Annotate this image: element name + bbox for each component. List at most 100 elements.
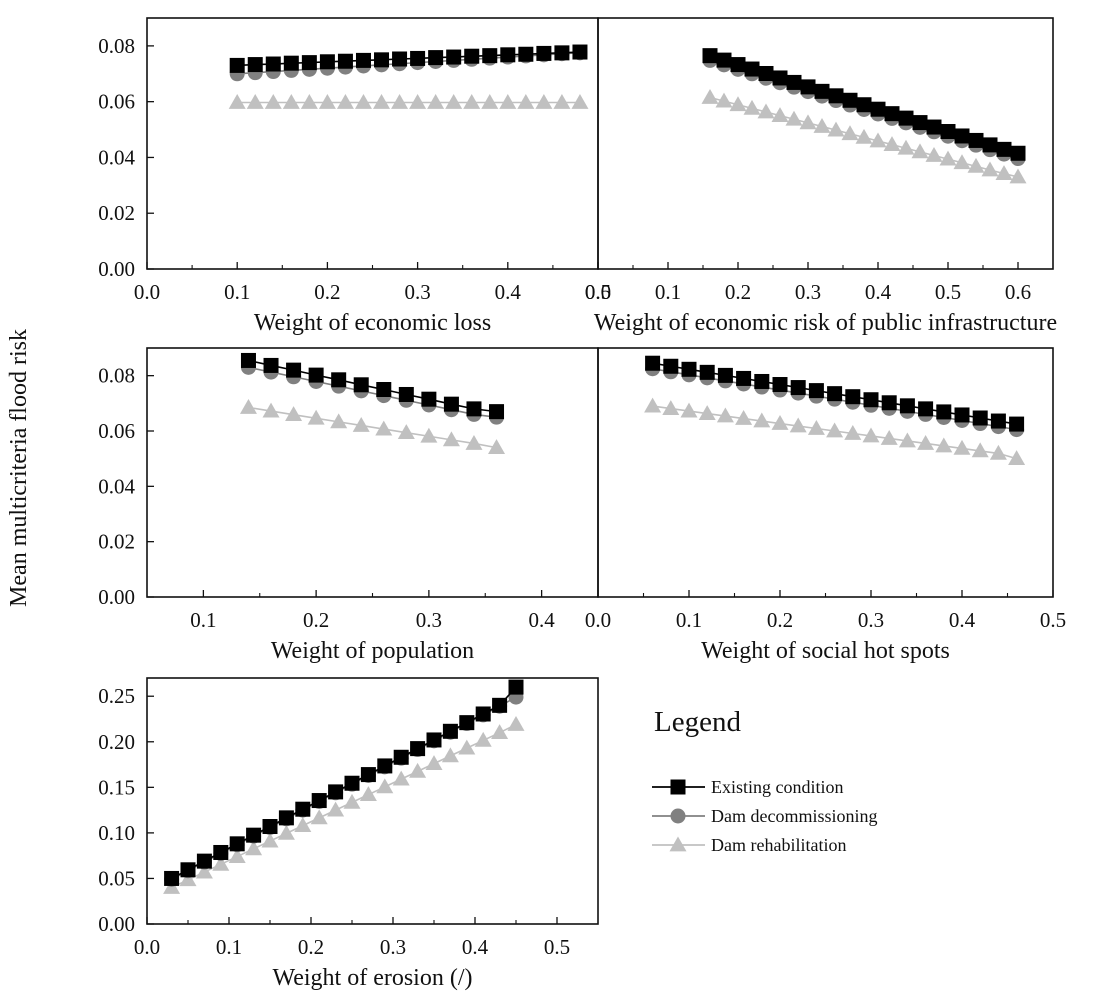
data-point-rehabilitation	[883, 136, 901, 151]
y-tick-label: 0.02	[98, 530, 135, 554]
data-point-existing	[328, 784, 344, 800]
data-point-existing	[918, 401, 934, 417]
data-point-rehabilitation	[397, 424, 415, 440]
data-point-existing	[398, 386, 414, 402]
data-point-existing	[410, 741, 426, 757]
data-point-existing	[554, 45, 570, 61]
y-tick-label: 0.04	[98, 145, 135, 169]
data-point-rehabilitation	[488, 439, 506, 454]
data-point-rehabilitation	[261, 832, 279, 848]
data-point-rehabilitation	[753, 412, 771, 428]
data-point-existing	[645, 355, 661, 371]
data-point-rehabilitation	[245, 840, 263, 856]
data-point-existing	[884, 106, 900, 122]
data-point-existing	[410, 50, 426, 66]
x-tick-label: 0.4	[865, 280, 892, 304]
plot-frame	[146, 677, 599, 925]
data-point-rehabilitation	[425, 755, 443, 771]
data-point-rehabilitation	[799, 114, 817, 130]
x-tick-label: 0.0	[134, 280, 160, 304]
data-point-rehabilitation	[701, 88, 719, 104]
data-point-rehabilitation	[911, 143, 929, 159]
data-point-rehabilitation	[897, 139, 915, 155]
data-point-existing	[536, 45, 552, 61]
data-point-existing	[446, 49, 462, 65]
data-point-existing	[814, 83, 830, 99]
data-point-rehabilitation	[716, 407, 734, 423]
data-point-existing	[845, 389, 861, 405]
data-point-existing	[681, 361, 697, 377]
data-point-existing	[699, 364, 715, 380]
legend: Legend Existing condition Dam decommissio…	[652, 706, 877, 855]
x-tick-label: 0.5	[1040, 608, 1066, 632]
data-point-existing	[374, 52, 390, 68]
data-point-rehabilitation	[855, 128, 873, 144]
data-point-rehabilitation	[285, 406, 303, 422]
x-axis-title: Weight of erosion (/)	[272, 965, 472, 991]
data-point-existing	[870, 101, 886, 117]
data-point-existing	[936, 404, 952, 420]
data-point-rehabilitation	[898, 432, 916, 448]
data-point-existing	[265, 56, 281, 72]
series-line-existing	[171, 686, 517, 880]
data-point-existing	[421, 391, 437, 407]
data-point-existing	[376, 382, 392, 397]
data-point-existing	[996, 141, 1012, 157]
data-point-existing	[1010, 145, 1026, 161]
data-point-existing	[972, 410, 988, 426]
data-point-rehabilitation	[507, 715, 525, 731]
data-point-rehabilitation	[373, 94, 391, 109]
legend-marker-rehabilitation	[669, 836, 687, 852]
data-point-rehabilitation	[375, 420, 393, 436]
data-point-rehabilitation	[807, 420, 825, 435]
data-point-existing	[308, 367, 324, 383]
data-point-rehabilitation	[491, 724, 509, 740]
data-point-existing	[246, 827, 262, 843]
data-point-rehabilitation	[517, 94, 535, 109]
data-point-rehabilitation	[282, 94, 300, 109]
data-point-existing	[331, 372, 347, 388]
data-point-existing	[426, 732, 442, 748]
data-point-rehabilitation	[391, 94, 409, 109]
legend-label-existing: Existing condition	[711, 777, 844, 797]
data-point-existing	[263, 357, 279, 373]
data-point-existing	[482, 48, 498, 64]
x-tick-label: 0.1	[224, 280, 250, 304]
data-point-rehabilitation	[680, 402, 698, 418]
data-point-existing	[863, 392, 879, 408]
data-point-rehabilitation	[971, 442, 989, 458]
data-point-rehabilitation	[336, 94, 354, 109]
legend-label-rehabilitation: Dam rehabilitation	[711, 835, 846, 855]
data-point-existing	[786, 74, 802, 90]
data-point-existing	[466, 401, 482, 417]
data-point-rehabilitation	[953, 154, 971, 170]
data-point-existing	[500, 47, 516, 63]
data-point-rehabilitation	[318, 94, 336, 109]
data-point-existing	[828, 88, 844, 104]
series-line-rehabilitation	[171, 723, 517, 889]
data-point-rehabilitation	[743, 99, 761, 115]
data-point-existing	[730, 57, 746, 73]
data-point-existing	[758, 65, 774, 81]
data-point-rehabilitation	[376, 778, 394, 794]
data-point-existing	[337, 53, 353, 69]
data-point-rehabilitation	[644, 397, 662, 413]
data-point-existing	[508, 679, 524, 695]
data-point-existing	[898, 110, 914, 126]
series-line-decommissioning	[248, 366, 497, 418]
data-point-rehabilitation	[445, 94, 463, 109]
data-point-rehabilitation	[465, 434, 483, 450]
data-point-existing	[842, 92, 858, 108]
data-point-rehabilitation	[300, 94, 318, 109]
data-point-existing	[926, 119, 942, 135]
data-point-existing	[702, 48, 718, 64]
data-point-rehabilitation	[359, 786, 377, 801]
data-point-existing	[283, 55, 299, 71]
data-point-rehabilitation	[771, 415, 789, 430]
panel-population: 0.1 0.2 0.3 0.4 0.00 0.02 0.04 0.06 0.08 Weight o…	[98, 347, 599, 664]
x-tick-label: 0.4	[529, 608, 556, 632]
data-point-existing	[344, 775, 360, 791]
data-point-existing	[180, 862, 196, 878]
x-tick-label: 0.5	[935, 280, 961, 304]
data-point-existing	[716, 52, 732, 68]
